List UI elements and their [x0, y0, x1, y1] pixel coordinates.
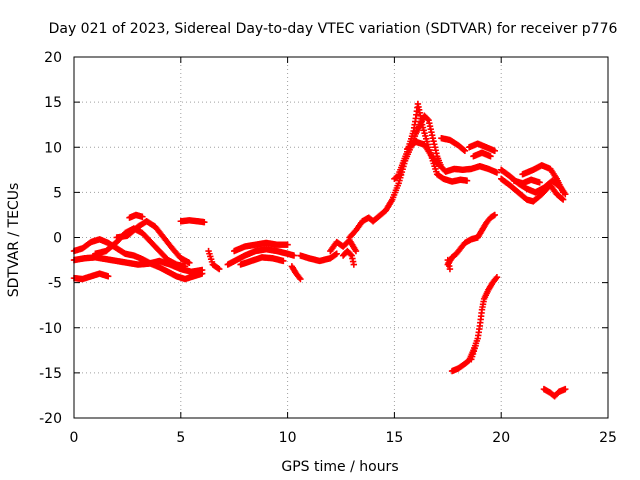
- series-track-u: [465, 140, 498, 155]
- data-point-marker: [559, 189, 567, 196]
- series-track-e: [113, 218, 193, 266]
- x-tick-label: 5: [176, 430, 185, 446]
- data-point-marker: [463, 177, 471, 184]
- y-tick-label: -15: [39, 366, 62, 382]
- data-point-marker: [446, 265, 454, 273]
- data-marks: [70, 100, 569, 400]
- data-point-marker: [297, 275, 304, 283]
- x-axis-label: GPS time / hours: [281, 459, 398, 475]
- series-track-j: [231, 239, 291, 255]
- series-track-b: [70, 254, 206, 275]
- data-point-marker: [434, 160, 442, 168]
- data-point-marker: [198, 266, 206, 274]
- y-tick-label: 0: [53, 231, 62, 247]
- data-point-marker: [493, 274, 501, 281]
- x-tick-label: 0: [70, 430, 79, 446]
- y-tick-label: -10: [39, 321, 62, 337]
- data-point-marker: [491, 211, 498, 219]
- data-point-marker: [562, 385, 569, 393]
- data-point-marker: [280, 257, 287, 265]
- data-point-marker: [558, 195, 566, 202]
- data-point-marker: [104, 273, 112, 280]
- y-tick-label: -5: [48, 276, 62, 292]
- series-track-g: [177, 217, 208, 226]
- data-point-marker: [493, 169, 501, 176]
- data-point-marker: [460, 146, 468, 154]
- y-tick-label: 20: [44, 50, 62, 66]
- data-point-marker: [284, 241, 291, 248]
- x-tick-label: 10: [279, 430, 297, 446]
- x-tick-label: 25: [599, 430, 617, 446]
- data-point-marker: [436, 162, 443, 169]
- series-track-c: [70, 270, 112, 283]
- data-point-marker: [536, 179, 543, 186]
- data-point-marker: [216, 265, 223, 273]
- series-track-t: [438, 135, 469, 155]
- series-track-l: [288, 263, 304, 283]
- x-tick-label: 15: [385, 430, 403, 446]
- data-point-marker: [472, 342, 479, 349]
- data-point-marker: [559, 196, 567, 203]
- y-tick-label: 15: [44, 95, 62, 111]
- series-track-y: [519, 162, 567, 196]
- series-track-i: [224, 246, 298, 268]
- data-point-marker: [350, 261, 358, 268]
- data-point-marker: [352, 247, 360, 255]
- series-track-o: [339, 247, 358, 268]
- series-track-ad: [468, 342, 479, 363]
- y-tick-label: 5: [53, 185, 62, 201]
- data-point-marker: [491, 147, 498, 155]
- data-point-marker: [290, 252, 298, 259]
- series-track-h: [205, 247, 223, 273]
- data-point-marker: [181, 263, 189, 270]
- data-point-marker: [347, 251, 354, 258]
- data-point-marker: [461, 147, 469, 155]
- data-point-marker: [201, 218, 208, 226]
- series-track-ab: [444, 256, 454, 273]
- data-point-marker: [487, 153, 494, 160]
- series-track-s: [391, 171, 405, 183]
- x-tick-label: 20: [492, 430, 510, 446]
- y-tick-label: 10: [44, 140, 62, 156]
- series-track-v: [470, 149, 494, 160]
- data-point-marker: [139, 213, 146, 220]
- series-track-ae: [540, 385, 569, 400]
- data-point-marker: [333, 250, 340, 257]
- series-track-f: [126, 211, 146, 221]
- series-track-k: [237, 254, 287, 268]
- y-tick-label: -20: [39, 411, 62, 427]
- series-track-r: [404, 138, 443, 169]
- series-track-z: [510, 176, 543, 187]
- chart-title: Day 021 of 2023, Sidereal Day-to-day VTE…: [49, 21, 618, 37]
- data-point-marker: [186, 259, 193, 266]
- series-track-x: [498, 175, 567, 205]
- axis-ticks: 0 5 10 15 20 25 -20 -15 -10 -5 0 5 10 15 20: [39, 50, 617, 446]
- series-track-aa: [444, 211, 498, 268]
- series-track-m: [297, 250, 340, 265]
- data-point-marker: [397, 171, 405, 178]
- y-axis-label: SDTVAR / TECUs: [6, 183, 22, 298]
- data-point-marker: [424, 115, 431, 123]
